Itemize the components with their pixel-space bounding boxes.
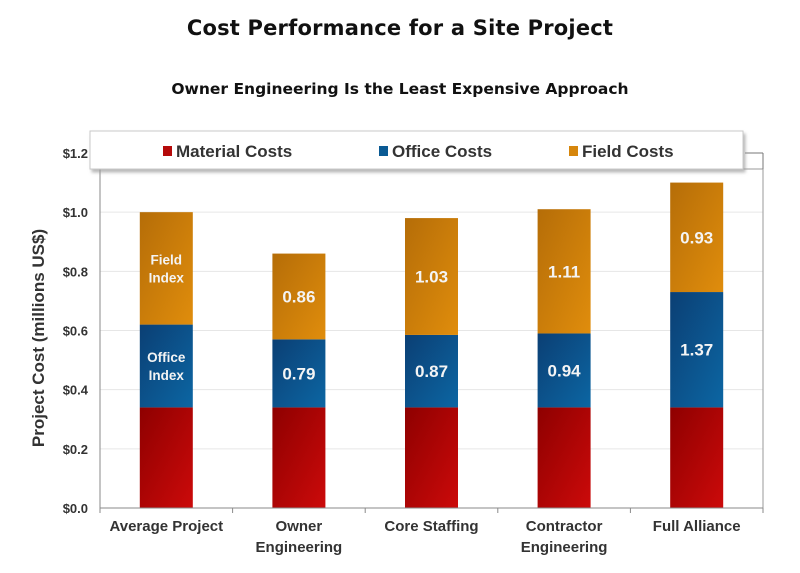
- legend-swatch: [163, 146, 172, 156]
- data-label: 1.11: [548, 262, 580, 281]
- legend: Material Costs Office Costs Field Costs: [89, 130, 764, 170]
- data-label: Field: [151, 252, 183, 267]
- data-label: 0.86: [282, 287, 315, 306]
- x-tick-label: Full Alliance: [653, 518, 741, 535]
- y-tick-label: $0.6: [63, 324, 88, 339]
- bar-group: 0.79 0.86: [272, 253, 326, 508]
- x-tick-label: Owner: [276, 518, 323, 535]
- legend-swatch: [569, 146, 578, 156]
- bar-segment-field-costs: [670, 182, 724, 293]
- bar-segment-office-costs: [537, 333, 591, 408]
- x-tick-label: Average Project: [109, 518, 223, 535]
- data-label: 0.94: [548, 361, 582, 380]
- legend-item: Material Costs: [163, 142, 292, 161]
- data-label: 0.93: [680, 228, 713, 247]
- bar-segment-material-costs: [537, 407, 591, 508]
- legend-label: Material Costs: [176, 142, 292, 161]
- legend-swatch: [379, 146, 388, 156]
- data-label: Office: [147, 350, 186, 365]
- bar-segment-office-costs: [405, 334, 458, 408]
- x-axis: Average Project Owner Engineering Core Staf…: [99, 507, 764, 556]
- bar-group: Office Index Field Index: [139, 212, 193, 508]
- y-tick-label: $0.4: [63, 383, 89, 398]
- legend-item: Office Costs: [379, 142, 492, 161]
- legend-label: Office Costs: [392, 142, 492, 161]
- bar-segment-field-costs: [139, 212, 193, 325]
- bar-group: 0.87 1.03: [405, 218, 458, 508]
- chart-title: Cost Performance for a Site Project: [186, 16, 614, 40]
- y-tick-label: $1.2: [63, 146, 88, 161]
- bar-segment-material-costs: [670, 407, 724, 508]
- legend-item: Field Costs: [569, 142, 674, 161]
- bar-segment-material-costs: [405, 407, 458, 508]
- data-label: Index: [149, 270, 185, 285]
- data-label: 1.03: [415, 268, 448, 287]
- bar-segment-office-costs: [670, 292, 724, 408]
- x-tick-label: Contractor: [526, 518, 603, 535]
- data-label: Index: [149, 368, 185, 383]
- data-label: 0.79: [282, 364, 315, 383]
- bar-segment-material-costs: [272, 407, 326, 508]
- y-tick-label: $0.2: [63, 442, 88, 457]
- legend-label: Field Costs: [582, 142, 674, 161]
- bar-segment-field-costs: [537, 209, 591, 334]
- y-tick-label: $1.0: [63, 205, 88, 220]
- legend-box: [89, 130, 744, 170]
- y-axis: $0.0 $0.2 $0.4 $0.6 $0.8 $1.0 $1.2: [63, 146, 101, 516]
- bar-group: 0.94 1.11: [537, 209, 591, 508]
- y-tick-label: $0.8: [63, 264, 88, 279]
- y-tick-label: $0.0: [63, 501, 88, 516]
- bar-group: 1.37 0.93: [670, 182, 724, 508]
- data-label: 1.37: [680, 341, 713, 360]
- x-tick-label: Core Staffing: [384, 518, 478, 535]
- data-label: 0.87: [415, 362, 448, 381]
- chart-subtitle: Owner Engineering Is the Least Expensive…: [171, 80, 629, 98]
- bar-segment-office-costs: [139, 324, 193, 408]
- bars: Office Index Field Index 0.79 0.86 0.87 1.03 0.9…: [139, 182, 724, 508]
- bar-segment-field-costs: [405, 218, 458, 335]
- y-axis-label: Project Cost (millions US$): [29, 229, 48, 447]
- x-tick-label: Engineering: [256, 539, 343, 556]
- bar-segment-office-costs: [272, 339, 326, 408]
- x-tick-label: Engineering: [521, 539, 608, 556]
- bar-segment-field-costs: [272, 253, 326, 340]
- bar-segment-material-costs: [139, 407, 193, 508]
